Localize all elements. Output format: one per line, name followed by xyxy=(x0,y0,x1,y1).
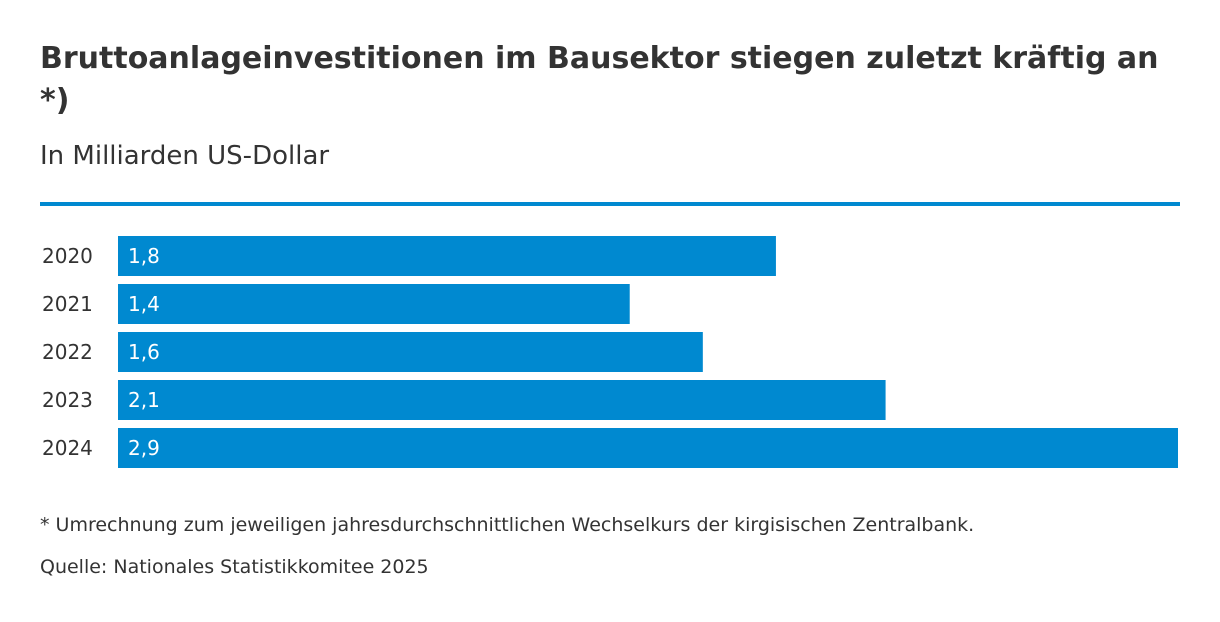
bar-2022 xyxy=(118,332,703,372)
chart-subtitle: In Milliarden US-Dollar xyxy=(40,141,330,171)
header-divider xyxy=(40,202,1180,206)
category-label-2023: 2023 xyxy=(42,388,93,412)
category-label-2021: 2021 xyxy=(42,292,93,316)
bar-2023 xyxy=(118,380,886,420)
bar-2021 xyxy=(118,284,630,324)
value-label-2023: 2,1 xyxy=(128,388,160,412)
source-note: Quelle: Nationales Statistikkomitee 2025 xyxy=(40,556,429,578)
footnote: * Umrechnung zum jeweiligen jahresdurchs… xyxy=(40,514,975,536)
value-label-2020: 1,8 xyxy=(128,244,160,268)
bar-chart: 2020 1,8 2021 1,4 2022 1,6 2023 2,1 2024 2,9 xyxy=(42,236,1178,468)
category-label-2020: 2020 xyxy=(42,244,93,268)
bar-2024 xyxy=(118,428,1178,468)
chart-title: Bruttoanlageinvestitionen im Bausektor s… xyxy=(40,41,1159,118)
category-label-2024: 2024 xyxy=(42,436,93,460)
value-label-2024: 2,9 xyxy=(128,436,160,460)
bar-2020 xyxy=(118,236,776,276)
value-label-2022: 1,6 xyxy=(128,340,160,364)
value-label-2021: 1,4 xyxy=(128,292,160,316)
category-label-2022: 2022 xyxy=(42,340,93,364)
